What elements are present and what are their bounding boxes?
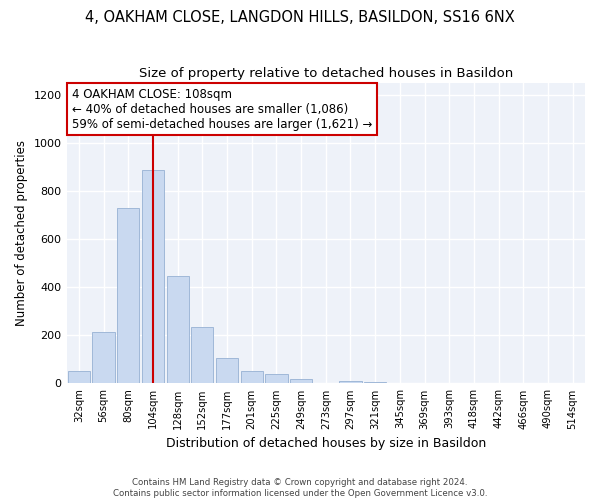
Bar — [191, 327, 214, 384]
Y-axis label: Number of detached properties: Number of detached properties — [15, 140, 28, 326]
Bar — [340, 381, 362, 384]
Bar — [216, 358, 238, 384]
Text: Contains HM Land Registry data © Crown copyright and database right 2024.
Contai: Contains HM Land Registry data © Crown c… — [113, 478, 487, 498]
Bar — [265, 374, 287, 384]
Title: Size of property relative to detached houses in Basildon: Size of property relative to detached ho… — [139, 68, 513, 80]
X-axis label: Distribution of detached houses by size in Basildon: Distribution of detached houses by size … — [166, 437, 486, 450]
Bar — [290, 378, 312, 384]
Bar — [142, 170, 164, 384]
Bar — [364, 382, 386, 384]
Bar — [117, 208, 139, 384]
Text: 4, OAKHAM CLOSE, LANGDON HILLS, BASILDON, SS16 6NX: 4, OAKHAM CLOSE, LANGDON HILLS, BASILDON… — [85, 10, 515, 25]
Bar — [68, 372, 90, 384]
Bar — [92, 332, 115, 384]
Bar — [167, 276, 189, 384]
Text: 4 OAKHAM CLOSE: 108sqm
← 40% of detached houses are smaller (1,086)
59% of semi-: 4 OAKHAM CLOSE: 108sqm ← 40% of detached… — [72, 88, 372, 130]
Bar — [241, 372, 263, 384]
